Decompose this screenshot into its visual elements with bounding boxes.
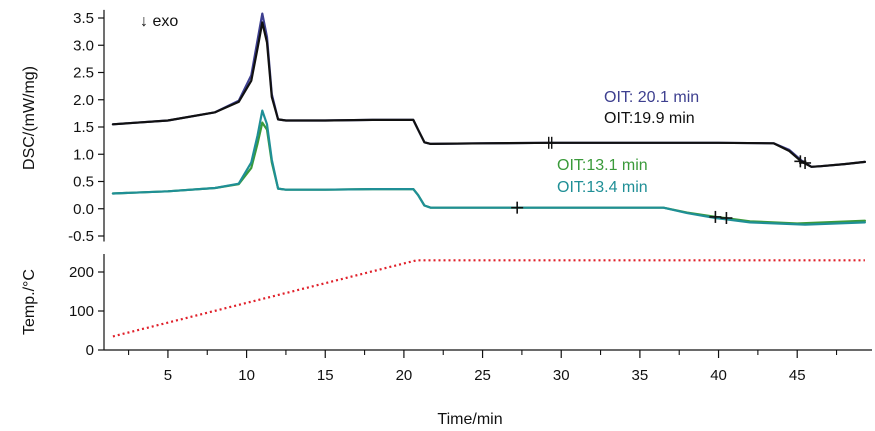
temp-y-tick-label: 100 [69,303,94,320]
x-axis-title: Time/min [437,411,502,428]
series-label-oit-20-1: OIT: 20.1 min [604,89,699,106]
dsc-y-tick-label: 0.5 [73,174,94,191]
oit-marker [720,212,733,225]
dsc-panel: -0.5 0.0 0.5 1.0 1.5 2.0 2.5 3.0 3.5 [68,9,866,245]
temp-y-tick-label: 200 [69,264,94,281]
dsc-y-tick-label: 1.0 [73,146,94,163]
oit-marker [709,210,722,223]
x-tick-label: 10 [238,367,255,384]
dsc-y-tick-label: -0.5 [68,228,94,245]
x-tick-label: 30 [553,367,570,384]
temp-series-line-0 [112,259,865,338]
temp-y-axis-title: Temp./°C [21,269,38,335]
dsc-series-line-3 [111,109,866,226]
x-tick-label: 15 [317,367,334,384]
x-tick-label: 45 [789,367,806,384]
x-tick-label: 40 [710,367,727,384]
temperature-panel: 0 100 200 [69,254,865,359]
x-tick-label: 5 [164,367,172,384]
oit-marker [799,156,812,169]
exo-annotation: ↓ exo [140,13,178,30]
dsc-y-tick-label: 2.0 [73,92,94,109]
series-label-oit-13-4: OIT:13.4 min [557,179,648,196]
oit-marker [544,136,557,149]
temp-y-tick-label: 0 [86,342,94,359]
dsc-y-axis-title: DSC/(mW/mg) [21,66,38,170]
x-tick-label: 25 [474,367,491,384]
oit-marker [511,201,524,214]
dsc-series-line-1 [111,21,866,168]
dsc-y-tick-label: 0.0 [73,201,94,218]
dsc-y-tick-label: 3.5 [73,10,94,27]
dsc-y-tick-label: 1.5 [73,119,94,136]
series-label-oit-19-9: OIT:19.9 min [604,110,695,127]
dsc-y-tick-label: 3.0 [73,37,94,54]
x-tick-label: 35 [632,367,649,384]
series-label-oit-13-1: OIT:13.1 min [557,157,648,174]
x-axis: 5 10 15 20 25 30 35 40 45 [104,349,872,384]
x-tick-label: 20 [396,367,413,384]
dsc-y-tick-label: 2.5 [73,65,94,82]
